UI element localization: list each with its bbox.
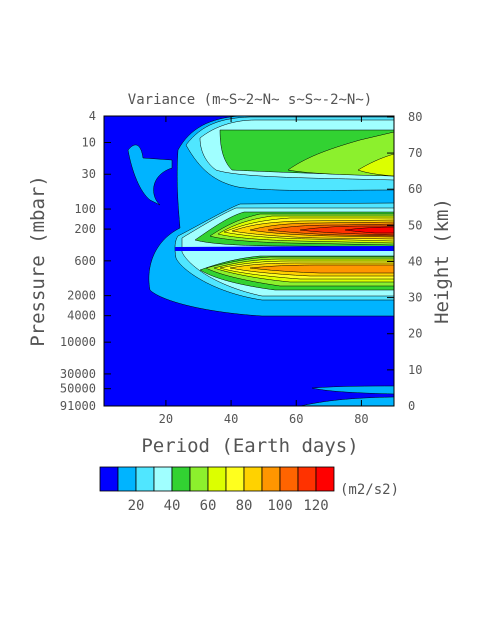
colorbar-box-4 (171, 466, 191, 492)
pressure-tick-label-3: 100 (74, 202, 96, 216)
x-tick-label-3: 80 (354, 412, 368, 426)
contour-surface-band (299, 385, 394, 406)
y-axis-right-title: Height (km) (431, 198, 453, 324)
colorbar-box-11 (297, 466, 317, 492)
colorbar-box-6 (207, 466, 227, 492)
colorbar-unit: (m2/s2) (340, 482, 399, 498)
colorbar-box-2 (135, 466, 155, 492)
colorbar-label-1: 40 (164, 498, 181, 514)
height-tick-label-6: 60 (408, 182, 422, 196)
contour-level-5 (205, 131, 394, 287)
height-tick-label-5: 50 (408, 218, 422, 232)
y-axis-left-title: Pressure (mbar) (27, 175, 49, 347)
pressure-tick-label-9: 30000 (60, 367, 96, 381)
colorbar-box-9 (261, 466, 281, 492)
pressure-tick-label-5: 600 (74, 254, 96, 268)
pressure-tick-label-0: 4 (89, 109, 96, 123)
pressure-tick-label-10: 50000 (60, 382, 96, 396)
colorbar-box-10 (279, 466, 299, 492)
colorbar-box-0 (99, 466, 119, 492)
height-tick-label-0: 0 (408, 399, 415, 413)
pressure-tick-label-11: 91000 (60, 399, 96, 413)
colorbar-box-8 (243, 466, 263, 492)
height-tick-label-7: 70 (408, 146, 422, 160)
x-tick-label-0: 20 (159, 412, 173, 426)
axis-ticks: 20 40 60 8041030100200600200040001000030000… (60, 109, 423, 426)
colorbar-label-0: 20 (128, 498, 145, 514)
colorbar-label-3: 80 (236, 498, 253, 514)
height-tick-label-3: 30 (408, 291, 422, 305)
x-tick-label-1: 40 (224, 412, 238, 426)
pressure-tick-label-4: 200 (74, 222, 96, 236)
pressure-tick-label-7: 4000 (67, 309, 96, 323)
colorbar-box-12 (315, 466, 335, 492)
pressure-tick-label-1: 10 (82, 135, 96, 149)
colorbar-box-5 (189, 466, 209, 492)
x-tick-label-2: 60 (289, 412, 303, 426)
colorbar-box-1 (117, 466, 137, 492)
contour-narrow-band (175, 246, 394, 251)
height-tick-label-8: 80 (408, 110, 422, 124)
contour-level-12 (344, 226, 394, 234)
colorbar-label-2: 60 (200, 498, 217, 514)
plot-area (104, 116, 394, 406)
height-tick-label-2: 20 (408, 327, 422, 341)
x-axis-title: Period (Earth days) (141, 435, 358, 457)
pressure-tick-label-2: 30 (82, 167, 96, 181)
height-tick-label-4: 40 (408, 254, 422, 268)
colorbar: 20 40 60 80 100 120 (99, 466, 335, 514)
height-tick-label-1: 10 (408, 363, 422, 377)
colorbar-label-4: 100 (267, 498, 292, 514)
colorbar-label-5: 120 (303, 498, 328, 514)
pressure-tick-label-6: 2000 (67, 289, 96, 303)
pressure-tick-label-8: 10000 (60, 335, 96, 349)
colorbar-box-7 (225, 466, 245, 492)
chart-title: Variance (m~S~2~N~ s~S~-2~N~) (128, 92, 372, 108)
colorbar-box-3 (153, 466, 173, 492)
